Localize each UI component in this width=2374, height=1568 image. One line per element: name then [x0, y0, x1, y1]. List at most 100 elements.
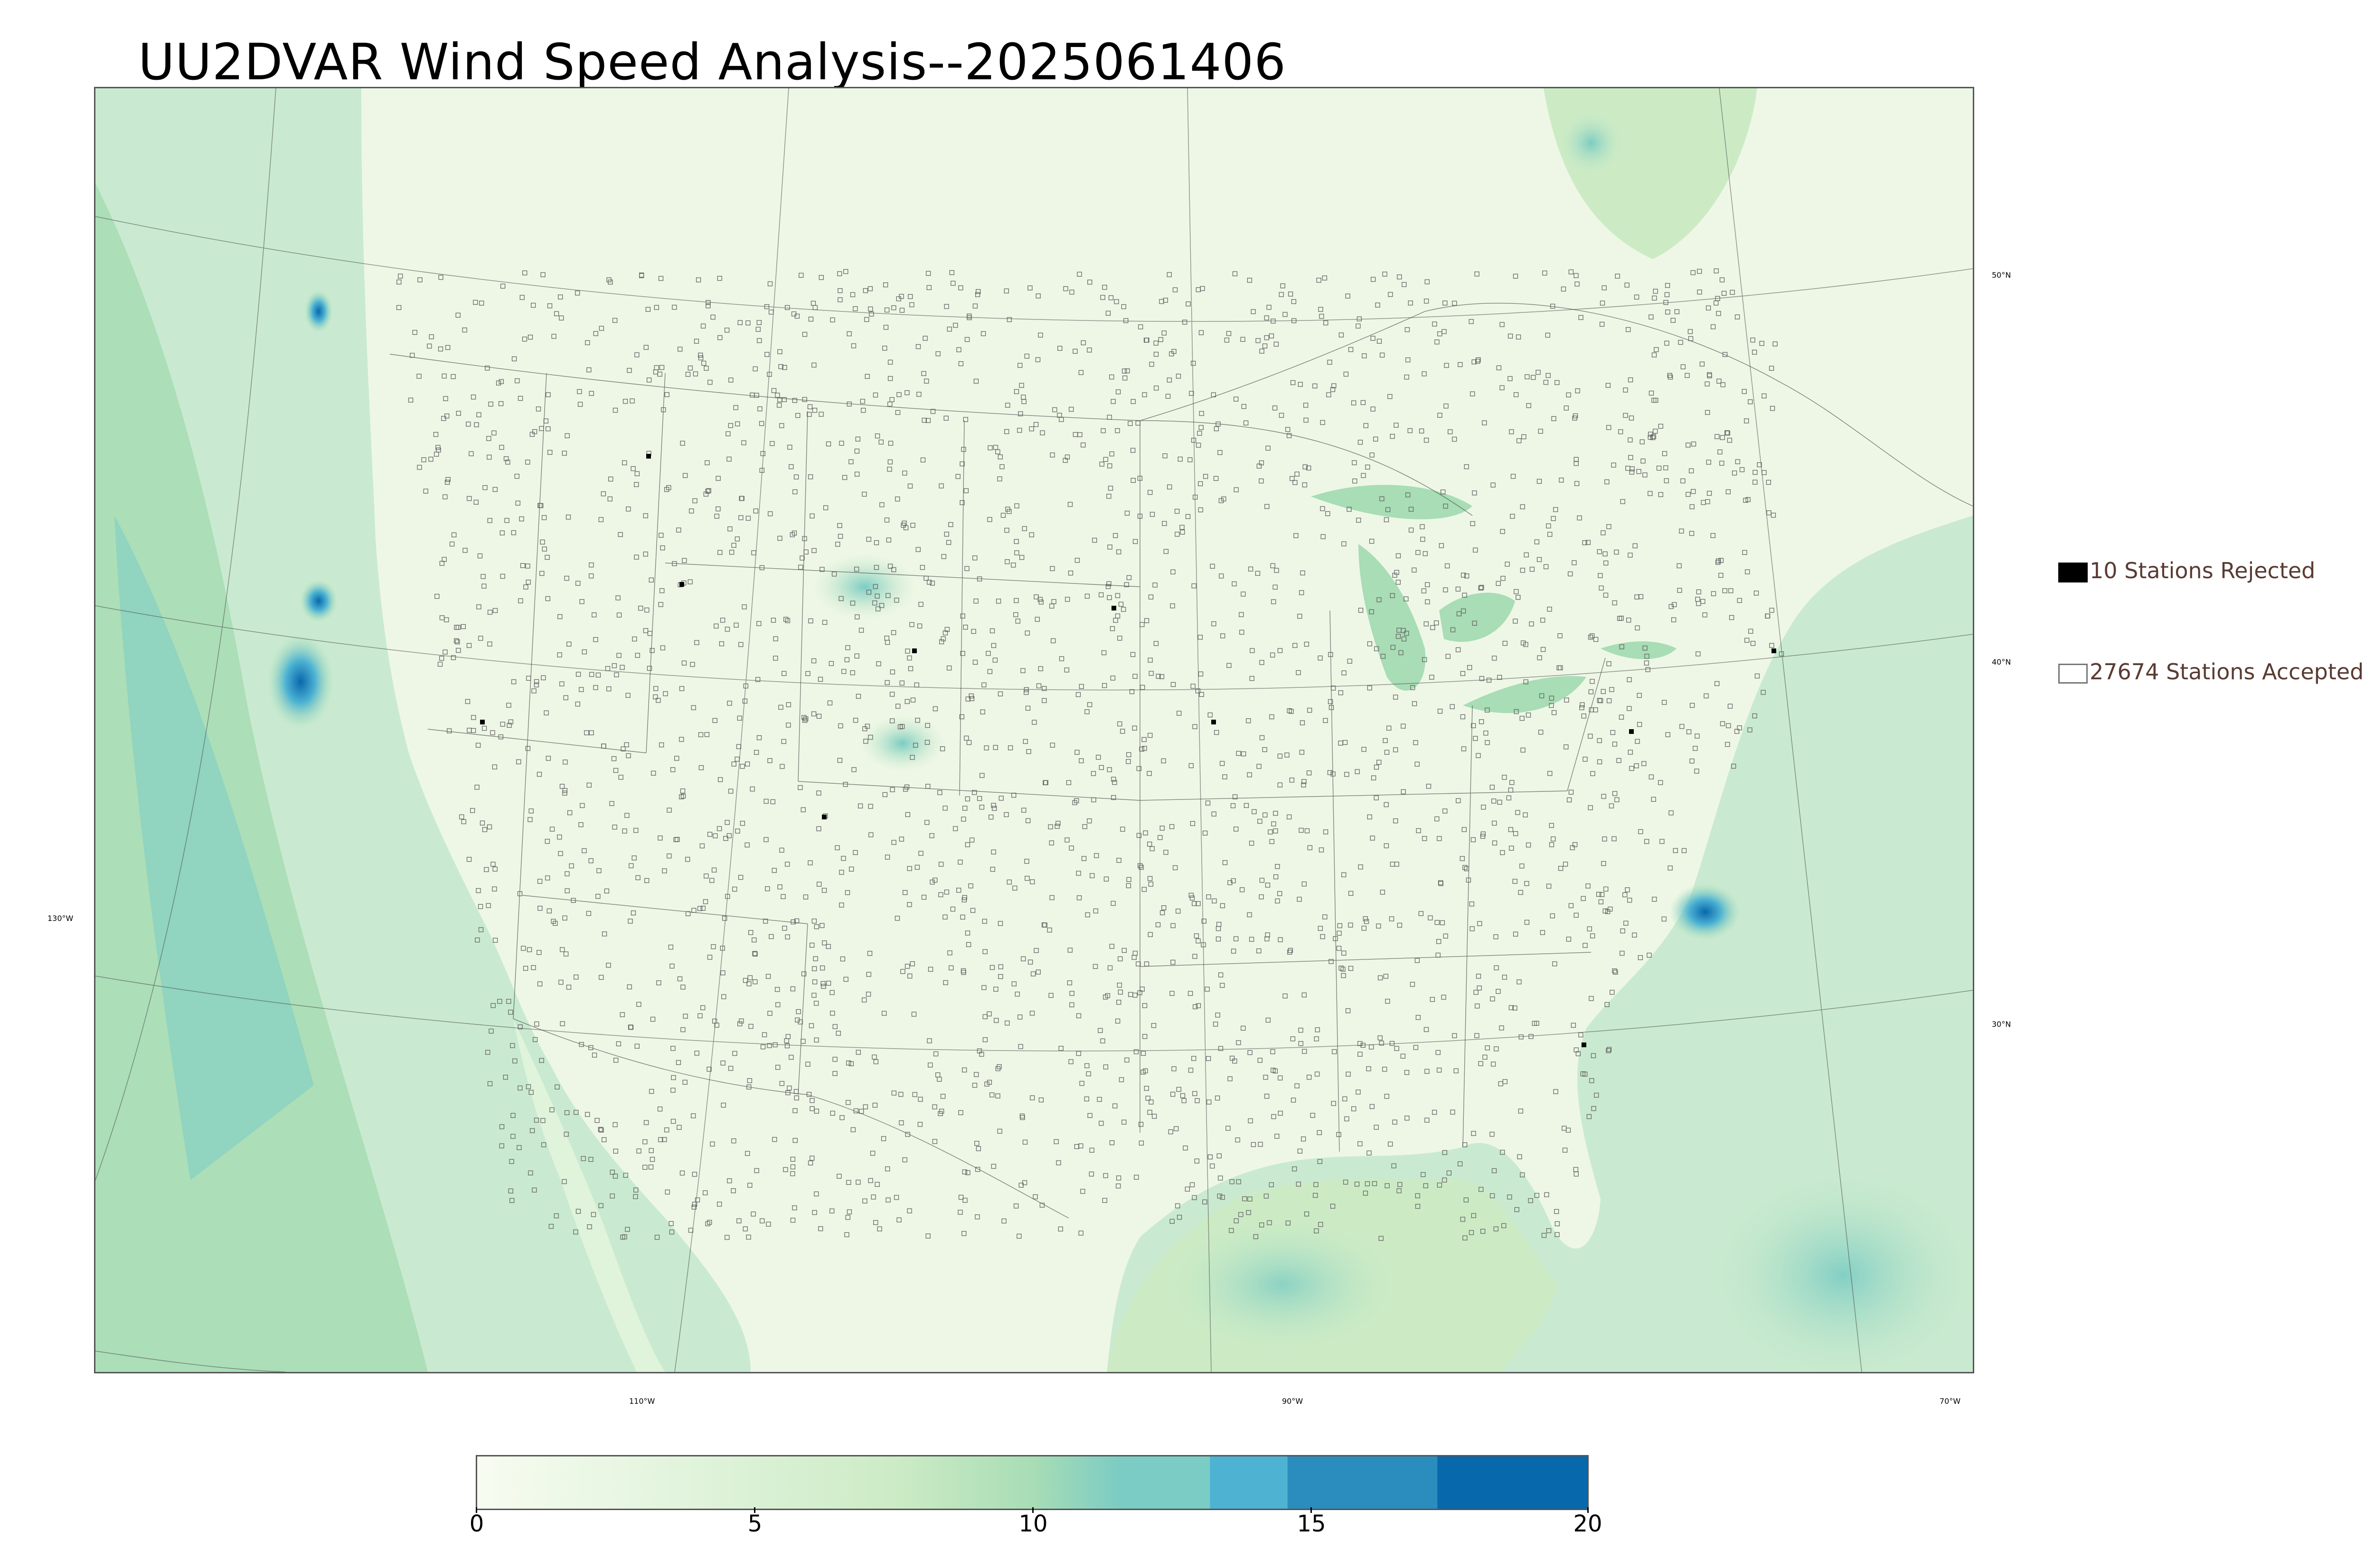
station-accepted — [785, 305, 790, 310]
station-accepted — [899, 836, 904, 842]
station-accepted — [1049, 895, 1055, 901]
station-accepted — [1460, 856, 1465, 861]
station-accepted — [1664, 292, 1670, 297]
station-accepted — [1259, 460, 1264, 466]
station-accepted — [492, 866, 498, 872]
station-accepted — [785, 862, 790, 867]
station-accepted — [927, 1038, 932, 1043]
station-accepted — [998, 921, 1003, 926]
station-accepted — [998, 974, 1003, 979]
station-accepted — [851, 343, 857, 348]
station-accepted — [1716, 378, 1722, 384]
station-accepted — [1392, 573, 1397, 578]
station-accepted — [1641, 761, 1647, 766]
station-accepted — [1652, 897, 1657, 902]
station-accepted — [903, 525, 909, 530]
station-accepted — [1435, 1050, 1441, 1055]
station-accepted — [1018, 1183, 1024, 1188]
station-accepted — [542, 546, 547, 552]
station-accepted — [1011, 981, 1017, 986]
station-accepted — [1627, 898, 1632, 903]
station-accepted — [1360, 1042, 1366, 1048]
station-accepted — [1008, 745, 1013, 751]
station-accepted — [1362, 353, 1367, 358]
station-accepted — [1152, 1114, 1157, 1119]
station-accepted — [1170, 923, 1176, 929]
station-accepted — [1078, 1230, 1083, 1236]
station-accepted — [575, 672, 581, 677]
station-accepted — [1369, 1044, 1374, 1050]
station-accepted — [1691, 441, 1696, 447]
station-accepted — [482, 827, 488, 832]
station-accepted — [910, 755, 915, 760]
station-accepted — [579, 1042, 584, 1047]
station-accepted — [1601, 794, 1606, 799]
station-accepted — [1363, 916, 1368, 921]
station-accepted — [1159, 674, 1165, 679]
station-accepted — [1242, 1196, 1247, 1202]
station-accepted — [1319, 847, 1324, 853]
station-accepted — [1610, 990, 1615, 995]
station-accepted — [920, 457, 926, 463]
station-accepted — [1414, 761, 1420, 767]
station-accepted — [786, 702, 791, 707]
station-accepted — [1343, 1179, 1348, 1185]
station-accepted — [545, 875, 550, 881]
station-accepted — [518, 1085, 523, 1091]
station-accepted — [492, 886, 497, 892]
atlantic-wind-zone — [1700, 1161, 1973, 1372]
station-accepted — [1513, 273, 1518, 279]
station-accepted — [837, 523, 842, 528]
station-accepted — [887, 563, 893, 569]
station-accepted — [1161, 905, 1167, 911]
station-accepted — [951, 281, 956, 286]
station-accepted — [1269, 839, 1274, 844]
station-accepted — [868, 734, 873, 740]
station-accepted — [1492, 840, 1498, 845]
station-accepted — [1663, 465, 1668, 470]
station-accepted — [1500, 1150, 1505, 1155]
station-accepted — [1616, 758, 1621, 763]
station-accepted — [508, 1188, 513, 1193]
station-accepted — [1345, 1008, 1351, 1014]
station-accepted — [1024, 690, 1029, 695]
station-accepted — [1112, 780, 1117, 785]
station-accepted — [1765, 613, 1771, 619]
station-accepted — [558, 979, 564, 985]
station-accepted — [930, 581, 935, 586]
station-accepted — [736, 744, 742, 749]
station-accepted — [909, 622, 914, 627]
station-accepted — [1664, 478, 1669, 483]
station-accepted — [1159, 910, 1165, 915]
station-accepted — [1344, 772, 1349, 777]
station-accepted — [875, 593, 880, 599]
station-accepted — [973, 378, 979, 384]
station-accepted — [1264, 936, 1270, 941]
station-accepted — [1629, 415, 1634, 421]
station-accepted — [1063, 286, 1068, 291]
station-accepted — [1328, 705, 1334, 710]
station-accepted — [845, 890, 850, 895]
station-accepted — [1017, 428, 1022, 433]
station-accepted — [1385, 1183, 1390, 1188]
station-accepted — [456, 648, 461, 653]
station-accepted — [1169, 1219, 1175, 1224]
station-accepted — [1267, 1220, 1272, 1225]
station-accepted — [1469, 901, 1474, 907]
station-accepted — [1198, 425, 1204, 430]
station-accepted — [1467, 665, 1472, 670]
station-accepted — [518, 395, 523, 401]
station-accepted — [594, 1117, 600, 1123]
station-accepted — [1506, 795, 1511, 800]
station-accepted — [1384, 802, 1389, 807]
station-accepted — [914, 682, 919, 688]
station-accepted — [1591, 1053, 1596, 1058]
station-accepted — [521, 946, 526, 951]
station-accepted — [1341, 872, 1347, 877]
station-accepted — [1138, 324, 1143, 329]
station-accepted — [872, 1054, 877, 1060]
station-accepted — [1437, 708, 1443, 714]
station-accepted — [728, 377, 734, 383]
station-accepted — [454, 638, 459, 643]
station-accepted — [1395, 553, 1401, 558]
